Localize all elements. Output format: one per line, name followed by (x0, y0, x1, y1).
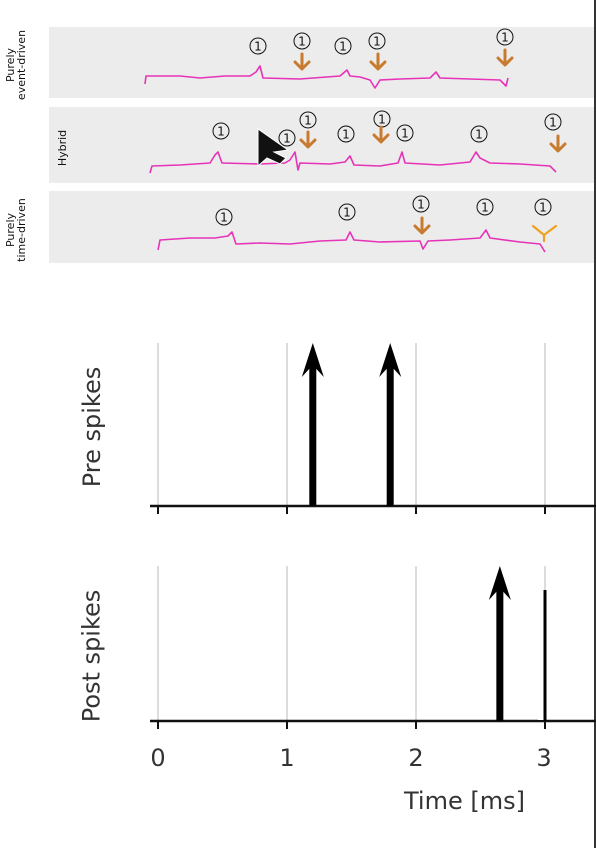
update-arrow (369, 52, 387, 71)
svg-text:1: 1 (501, 31, 509, 45)
update-arrow (293, 52, 311, 71)
event-mark: 1 (412, 195, 430, 213)
svg-text:1: 1 (343, 206, 351, 220)
x-axis-label: Time [ms] (404, 787, 525, 815)
svg-text:1: 1 (481, 201, 489, 215)
event-mark: 1 (215, 208, 233, 226)
update-arrow (531, 224, 558, 243)
svg-text:1: 1 (283, 132, 291, 146)
svg-text:1: 1 (220, 211, 228, 225)
pre-spikes-ylabel: Pre spikes (78, 366, 106, 488)
spike-arrow (379, 343, 402, 506)
event-mark: 1 (368, 32, 386, 50)
update-arrow (299, 130, 317, 149)
event-mark: 1 (534, 198, 552, 216)
x-tick-3: 3 (536, 744, 552, 772)
spike-arrow (488, 566, 511, 721)
event-mark: 1 (470, 125, 488, 143)
svg-text:1: 1 (417, 198, 425, 212)
trace-hybrid (149, 151, 557, 174)
event-mark: 1 (396, 124, 414, 142)
svg-text:1: 1 (304, 114, 312, 128)
event-mark: 1 (337, 125, 355, 143)
svg-text:1: 1 (217, 125, 225, 139)
x-tick-2: 2 (408, 744, 424, 772)
update-arrow (372, 125, 390, 144)
frame-border (594, 0, 596, 848)
event-mark: 1 (212, 122, 230, 140)
spike-arrow (301, 343, 324, 506)
svg-text:1: 1 (373, 35, 381, 49)
svg-text:1: 1 (401, 127, 409, 141)
panel-hybrid (49, 107, 594, 183)
svg-text:1: 1 (342, 128, 350, 142)
svg-text:1: 1 (339, 40, 347, 54)
event-mark: 1 (278, 129, 296, 147)
post-spikes-ylabel: Post spikes (77, 589, 106, 723)
event-mark: 1 (334, 37, 352, 55)
panel-time-driven (49, 191, 594, 263)
event-mark: 1 (496, 28, 514, 46)
update-arrow (549, 134, 567, 153)
event-mark: 1 (338, 203, 356, 221)
update-arrow (413, 216, 431, 235)
trace-time-driven (157, 229, 546, 253)
white-gap (538, 566, 544, 720)
x-tick-1: 1 (279, 744, 295, 772)
trace-event-driven (144, 65, 509, 89)
svg-text:1: 1 (475, 128, 483, 142)
event-mark: 1 (293, 32, 311, 50)
mouse-cursor-icon (257, 128, 290, 168)
x-tick-0: 0 (150, 744, 166, 772)
event-mark: 1 (544, 113, 562, 131)
svg-text:1: 1 (378, 113, 386, 127)
event-mark: 1 (299, 111, 317, 129)
update-arrow (496, 48, 514, 67)
svg-text:1: 1 (549, 116, 557, 130)
event-mark: 1 (476, 198, 494, 216)
event-mark: 1 (249, 37, 267, 55)
svg-text:1: 1 (539, 201, 547, 215)
svg-text:1: 1 (254, 40, 262, 54)
svg-text:1: 1 (298, 35, 306, 49)
